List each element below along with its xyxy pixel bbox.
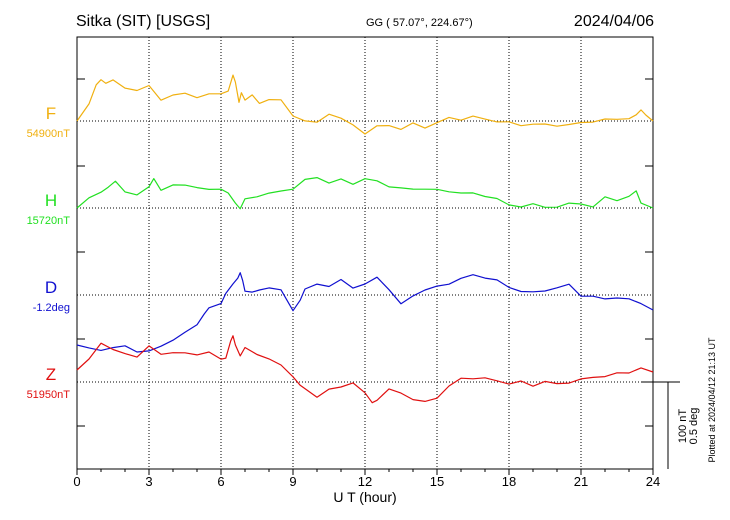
station-title: Sitka (SIT) [USGS] [76,13,210,30]
series-baseline-label: -1.2deg [33,302,70,314]
x-tick-label: 3 [145,474,152,489]
series-name-label: D [45,278,57,297]
x-tick-label: 21 [574,474,588,489]
plot-date: 2024/04/06 [574,13,654,30]
series-name-label: Z [46,365,56,384]
series-line-D [76,272,654,353]
grid-lines [77,37,653,469]
series-name-label: F [46,104,56,123]
data-series [76,74,654,404]
axis-ticks [76,78,654,475]
scale-bar: 100 nT 0.5 deg [642,381,700,469]
series-line-Z [76,335,654,404]
series-baseline-label: 54900nT [27,128,71,140]
station-coords: GG ( 57.07°, 224.67°) [366,17,473,29]
x-tick-label: 6 [217,474,224,489]
x-tick-label: 15 [430,474,444,489]
x-tick-label: 12 [358,474,372,489]
series-line-F [76,74,654,135]
x-tick-label: 0 [73,474,80,489]
x-tick-label: 24 [646,474,660,489]
plotted-timestamp: Plotted at 2024/04/12 21:13 UT [707,337,717,463]
series-name-label: H [45,191,57,210]
series-baseline-label: 15720nT [27,215,71,227]
series-labels: F 54900nT H 15720nT D -1.2deg Z 51950nT [27,104,71,401]
x-tick-label: 9 [289,474,296,489]
scale-bar-nt-label: 100 nT [677,409,689,444]
x-tick-label: 18 [502,474,516,489]
scale-bar-deg-label: 0.5 deg [688,408,700,445]
series-line-H [76,177,654,210]
x-tick-labels: 0 3 6 9 12 15 18 21 24 [73,474,660,489]
series-baseline-label: 51950nT [27,389,71,401]
x-axis-label: U T (hour) [333,489,396,505]
